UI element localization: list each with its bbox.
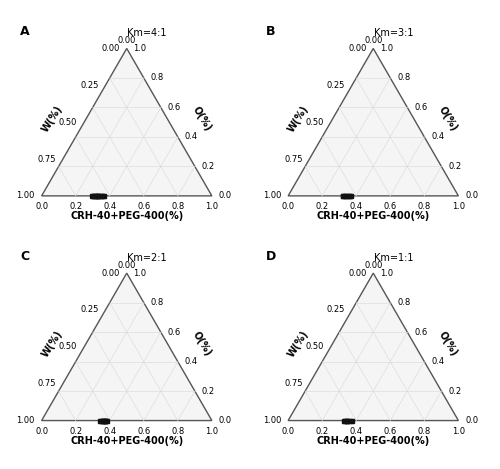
Text: 0.6: 0.6 (137, 202, 150, 211)
Text: 0.00: 0.00 (102, 269, 120, 278)
Text: 1.0: 1.0 (134, 44, 146, 53)
Text: W(%): W(%) (40, 104, 64, 134)
Text: B: B (266, 25, 276, 38)
Text: Km=1:1: Km=1:1 (374, 253, 414, 263)
Text: 0.2: 0.2 (448, 162, 462, 171)
Polygon shape (42, 273, 212, 421)
Text: W(%): W(%) (40, 328, 64, 359)
Text: 0.0: 0.0 (282, 426, 294, 436)
Text: C: C (20, 250, 29, 263)
Text: 0.4: 0.4 (431, 132, 444, 142)
Text: 0.0: 0.0 (218, 191, 232, 200)
Text: 0.0: 0.0 (218, 416, 232, 425)
Text: 0.2: 0.2 (69, 426, 82, 436)
Text: 0.0: 0.0 (465, 416, 478, 425)
Text: CRH-40+PEG-400(%): CRH-40+PEG-400(%) (316, 436, 430, 446)
Polygon shape (288, 273, 458, 421)
Text: 0.6: 0.6 (384, 202, 397, 211)
Text: A: A (20, 25, 30, 38)
Text: 0.6: 0.6 (414, 327, 428, 337)
Text: CRH-40+PEG-400(%): CRH-40+PEG-400(%) (70, 211, 184, 221)
Text: 0.00: 0.00 (118, 36, 136, 45)
Text: 0.2: 0.2 (316, 202, 329, 211)
Polygon shape (288, 48, 458, 196)
Text: 0.6: 0.6 (168, 103, 181, 112)
Text: 0.8: 0.8 (397, 74, 410, 83)
Text: 0.00: 0.00 (118, 261, 136, 270)
Text: 0.75: 0.75 (284, 154, 302, 164)
Text: 0.4: 0.4 (431, 357, 444, 366)
Text: 0.8: 0.8 (397, 298, 410, 307)
Text: 0.4: 0.4 (184, 357, 198, 366)
Text: 0.2: 0.2 (69, 202, 82, 211)
Text: 0.75: 0.75 (38, 154, 56, 164)
Text: 0.2: 0.2 (316, 426, 329, 436)
Text: Km=3:1: Km=3:1 (374, 28, 414, 38)
Text: 1.0: 1.0 (452, 426, 465, 436)
Text: W(%): W(%) (286, 104, 310, 134)
Text: 0.50: 0.50 (306, 342, 324, 351)
Text: 0.00: 0.00 (364, 261, 382, 270)
Text: W(%): W(%) (286, 328, 310, 359)
Text: 0.50: 0.50 (59, 118, 78, 127)
Text: 0.50: 0.50 (59, 342, 78, 351)
Text: 1.0: 1.0 (134, 269, 146, 278)
Text: 0.4: 0.4 (350, 202, 363, 211)
Text: 0.00: 0.00 (348, 44, 366, 53)
Text: O(%): O(%) (190, 329, 213, 357)
Text: CRH-40+PEG-400(%): CRH-40+PEG-400(%) (70, 436, 184, 446)
Text: 1.00: 1.00 (263, 191, 281, 200)
Text: 0.0: 0.0 (35, 426, 48, 436)
Text: 1.00: 1.00 (16, 191, 35, 200)
Text: Km=4:1: Km=4:1 (128, 28, 167, 38)
Text: 0.4: 0.4 (103, 426, 117, 436)
Text: Km=2:1: Km=2:1 (128, 253, 167, 263)
Text: 0.25: 0.25 (80, 305, 98, 315)
Text: 0.6: 0.6 (414, 103, 428, 112)
Text: 0.25: 0.25 (80, 81, 98, 90)
Text: 0.4: 0.4 (350, 426, 363, 436)
Text: 1.0: 1.0 (380, 44, 393, 53)
Text: 0.8: 0.8 (171, 426, 184, 436)
Text: 0.2: 0.2 (202, 386, 215, 395)
Text: 1.0: 1.0 (206, 426, 218, 436)
Text: 0.75: 0.75 (38, 379, 56, 388)
Text: 0.00: 0.00 (102, 44, 120, 53)
Text: 0.00: 0.00 (364, 36, 382, 45)
Text: 0.6: 0.6 (137, 426, 150, 436)
Text: 0.75: 0.75 (284, 379, 302, 388)
Text: 0.4: 0.4 (184, 132, 198, 142)
Text: 0.2: 0.2 (202, 162, 215, 171)
Text: 0.8: 0.8 (171, 202, 184, 211)
Text: 1.0: 1.0 (206, 202, 218, 211)
Text: 1.0: 1.0 (452, 202, 465, 211)
Text: O(%): O(%) (437, 105, 460, 133)
Text: 0.8: 0.8 (150, 298, 164, 307)
Text: 1.00: 1.00 (16, 416, 35, 425)
Text: 1.0: 1.0 (380, 269, 393, 278)
Text: O(%): O(%) (437, 329, 460, 357)
Text: 0.50: 0.50 (306, 118, 324, 127)
Text: 0.25: 0.25 (327, 81, 345, 90)
Text: 0.4: 0.4 (103, 202, 117, 211)
Text: 0.0: 0.0 (35, 202, 48, 211)
Text: 0.8: 0.8 (418, 202, 431, 211)
Text: 0.0: 0.0 (465, 191, 478, 200)
Text: 0.8: 0.8 (418, 426, 431, 436)
Text: 0.6: 0.6 (168, 327, 181, 337)
Text: 1.00: 1.00 (263, 416, 281, 425)
Text: 0.2: 0.2 (448, 386, 462, 395)
Text: 0.0: 0.0 (282, 202, 294, 211)
Text: CRH-40+PEG-400(%): CRH-40+PEG-400(%) (316, 211, 430, 221)
Text: O(%): O(%) (190, 105, 213, 133)
Text: 0.00: 0.00 (348, 269, 366, 278)
Text: 0.25: 0.25 (327, 305, 345, 315)
Text: D: D (266, 250, 276, 263)
Text: 0.6: 0.6 (384, 426, 397, 436)
Polygon shape (42, 48, 212, 196)
Text: 0.8: 0.8 (150, 74, 164, 83)
